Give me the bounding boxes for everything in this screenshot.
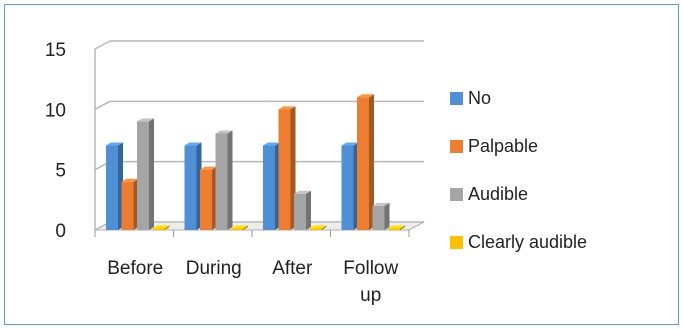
bar <box>231 225 248 230</box>
x-tick-label: After <box>272 258 313 279</box>
bar-front <box>372 205 385 230</box>
bar-top <box>357 94 374 98</box>
legend-swatch <box>450 92 463 105</box>
bar <box>215 130 233 230</box>
bar <box>278 106 296 230</box>
bar-front <box>121 181 134 230</box>
legend-item: Audible <box>450 184 528 204</box>
bar-front <box>278 109 291 230</box>
bar-front <box>200 169 212 230</box>
bar-top <box>137 118 154 122</box>
bar <box>121 178 139 230</box>
bar-front <box>388 228 400 230</box>
bar-top <box>278 106 296 110</box>
bar-front <box>152 228 165 230</box>
bar-side <box>400 225 405 230</box>
bar-top <box>263 142 280 146</box>
y-tick-label: 10 <box>45 100 66 121</box>
bar-front <box>184 145 197 230</box>
bar-front <box>357 97 369 231</box>
legend-item: No <box>450 88 491 108</box>
bar-side <box>384 202 390 230</box>
legend-item: Palpable <box>450 136 538 156</box>
bar-top <box>152 225 170 229</box>
bar <box>137 118 154 230</box>
bar <box>341 142 359 230</box>
legend: No Palpable Audible Clearly audible <box>450 88 587 252</box>
bar-front <box>309 228 322 230</box>
x-tick-label: During <box>186 258 242 279</box>
bars <box>106 94 405 231</box>
bar-front <box>341 145 354 230</box>
legend-label: Audible <box>468 184 528 204</box>
legend-item: Clearly audible <box>450 232 587 252</box>
bar-side <box>164 225 170 230</box>
bar <box>152 225 170 230</box>
bar-top <box>231 225 248 229</box>
bar-front <box>294 193 306 230</box>
bar <box>106 142 123 230</box>
bar-side <box>321 225 327 230</box>
bar-top <box>341 142 359 146</box>
bar-top <box>294 190 311 194</box>
y-tick-label: 5 <box>55 161 66 182</box>
bar-top <box>121 178 139 182</box>
axis-labels: 0 5 10 15 Before During After Follow up <box>45 40 399 306</box>
legend-label: Palpable <box>468 136 538 156</box>
bar-front <box>215 133 228 230</box>
bar <box>309 225 327 230</box>
bar-front <box>231 228 243 230</box>
legend-label: Clearly audible <box>468 232 587 252</box>
bar-top <box>106 142 123 146</box>
gridline-depth <box>94 40 111 50</box>
bar <box>200 166 217 230</box>
bar <box>372 202 390 230</box>
bar <box>357 94 374 231</box>
bar-top <box>388 225 405 229</box>
x-tick-label: Follow up <box>343 258 398 306</box>
bar-top <box>184 142 202 146</box>
bar <box>263 142 280 230</box>
legend-swatch <box>450 236 463 249</box>
bar-top <box>309 225 327 229</box>
bar-side <box>306 190 311 230</box>
legend-label: No <box>468 88 491 108</box>
bar <box>184 142 202 230</box>
y-tick-label: 0 <box>55 221 66 242</box>
bar-side <box>243 225 248 230</box>
bar-top <box>215 130 233 134</box>
legend-swatch <box>450 140 463 153</box>
x-tick-label: Before <box>107 258 163 279</box>
y-tick-label: 15 <box>45 40 66 61</box>
bar-front <box>106 145 118 230</box>
bar-front <box>263 145 275 230</box>
bar-top <box>200 166 217 170</box>
bar-side <box>149 118 154 230</box>
gridline-depth <box>94 100 111 110</box>
bar-side <box>369 94 374 231</box>
bar <box>294 190 311 230</box>
bar-front <box>137 121 149 230</box>
bar-side <box>227 130 233 230</box>
bar <box>388 225 405 230</box>
bar-top <box>372 202 390 206</box>
legend-swatch <box>450 188 463 201</box>
